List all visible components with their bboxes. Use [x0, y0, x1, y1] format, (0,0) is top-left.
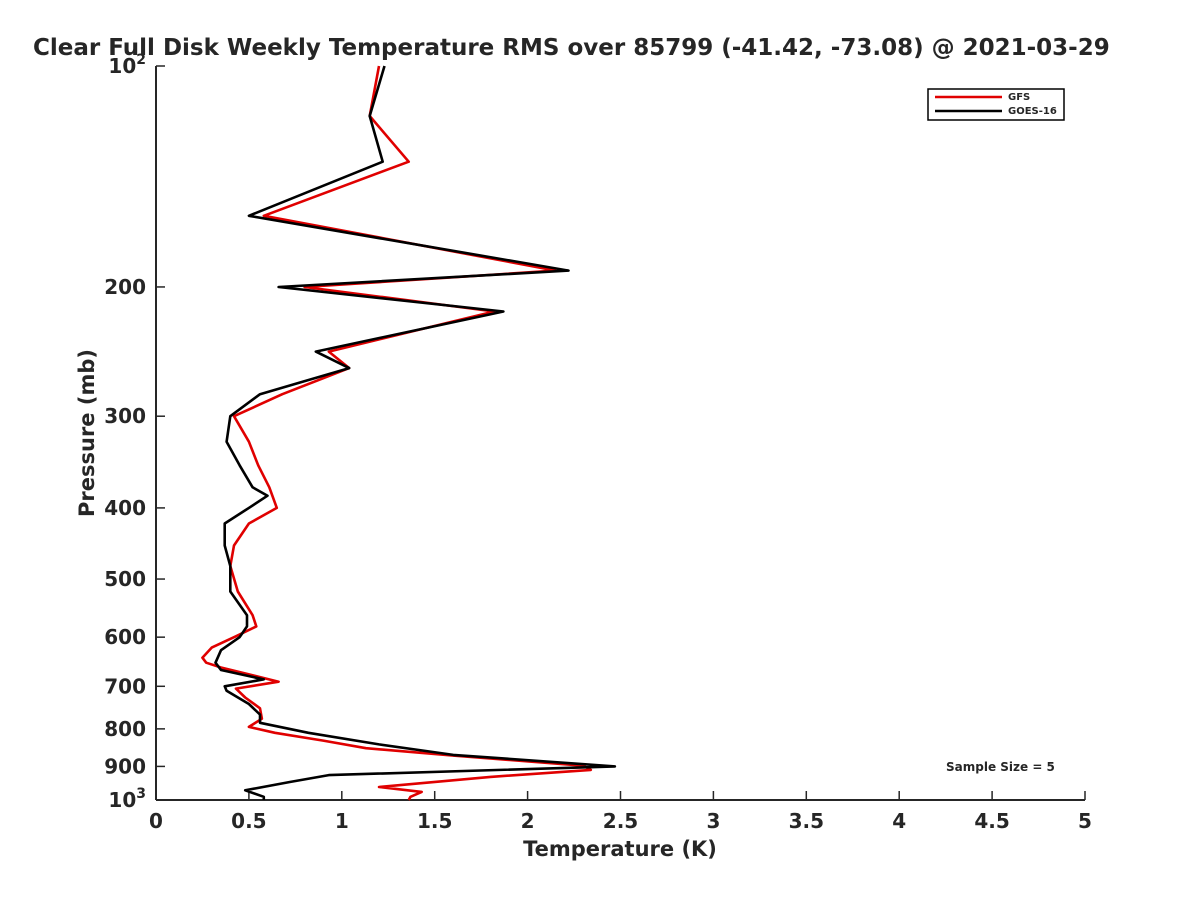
y-tick-label: 800 [104, 717, 146, 741]
x-tick-label: 0.5 [231, 809, 266, 833]
y-tick-label: 500 [104, 567, 146, 591]
x-tick-label: 5 [1078, 809, 1092, 833]
x-tick-label: 1 [335, 809, 349, 833]
y-tick-label: 103 [108, 786, 146, 812]
x-tick-label: 0 [149, 809, 163, 833]
x-axis-ticks: 0 0.5 1 1.5 2 2.5 3 3.5 4 4.5 5 [149, 791, 1092, 833]
y-axis-label: Pressure (mb) [75, 349, 99, 517]
y-tick-label: 300 [104, 404, 146, 428]
y-tick-label: 200 [104, 275, 146, 299]
x-tick-label: 2.5 [603, 809, 638, 833]
sample-size-note: Sample Size = 5 [946, 760, 1055, 774]
legend-label-goes-16: GOES-16 [1008, 106, 1057, 117]
x-tick-label: 4 [892, 809, 906, 833]
plot-area [156, 66, 1085, 800]
series-line-goes-16 [214, 65, 617, 800]
legend: GFS GOES-16 [927, 88, 1065, 121]
series-lines [201, 65, 617, 801]
x-tick-label: 3.5 [789, 809, 824, 833]
y-axis-ticks: 102 200 300 400 500 600 700 800 900 103 [104, 52, 165, 812]
legend-box [927, 88, 1065, 121]
y-tick-label: 600 [104, 625, 146, 649]
y-tick-label: 900 [104, 754, 146, 778]
x-axis-label: Temperature (K) [523, 837, 717, 861]
x-tick-label: 1.5 [417, 809, 452, 833]
y-tick-label: 400 [104, 496, 146, 520]
y-tick-label: 102 [108, 52, 146, 78]
chart-title: Clear Full Disk Weekly Temperature RMS o… [33, 35, 1110, 61]
x-tick-label: 2 [521, 809, 535, 833]
x-tick-label: 4.5 [974, 809, 1009, 833]
legend-label-gfs: GFS [1008, 92, 1030, 103]
x-tick-label: 3 [706, 809, 720, 833]
y-tick-label: 700 [104, 674, 146, 698]
